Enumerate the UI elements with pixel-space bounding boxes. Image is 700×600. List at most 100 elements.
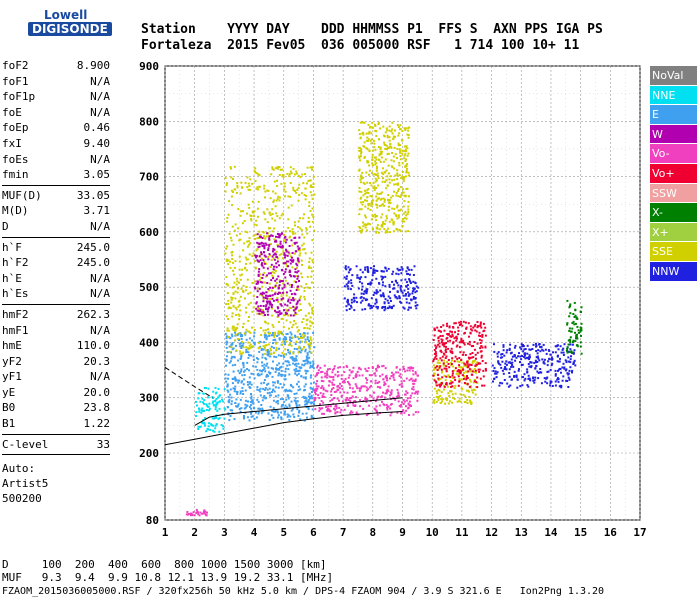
- echo-point: [280, 253, 283, 255]
- echo-point: [280, 269, 283, 272]
- echo-point: [372, 305, 375, 308]
- echo-point: [266, 349, 269, 351]
- echo-point: [383, 141, 386, 144]
- echo-point: [240, 287, 243, 290]
- echo-point: [471, 329, 474, 332]
- echo-point: [249, 291, 252, 294]
- echo-point: [454, 367, 457, 370]
- echo-point: [279, 313, 282, 315]
- echo-point: [405, 171, 408, 174]
- echo-point: [277, 394, 280, 397]
- echo-point: [392, 396, 395, 399]
- echo-point: [226, 329, 229, 332]
- echo-point: [225, 380, 228, 383]
- echo-point: [566, 351, 569, 354]
- echo-point: [390, 146, 393, 149]
- echo-point: [297, 337, 300, 340]
- echo-point: [443, 359, 446, 362]
- echo-point: [358, 168, 361, 171]
- echo-point: [572, 361, 575, 364]
- echo-point: [401, 385, 404, 388]
- param-name: yF2: [2, 354, 22, 368]
- echo-point: [263, 271, 266, 274]
- echo-point: [310, 416, 313, 419]
- echo-point: [396, 206, 399, 209]
- echo-point: [249, 301, 252, 304]
- echo-point: [213, 430, 216, 433]
- echo-point: [386, 408, 389, 411]
- echo-point: [568, 315, 571, 318]
- echo-point: [455, 345, 458, 348]
- echo-point: [299, 337, 302, 339]
- echo-point: [355, 411, 358, 414]
- echo-point: [274, 395, 277, 398]
- echo-point: [508, 375, 511, 378]
- echo-point: [322, 380, 325, 383]
- echo-point: [398, 296, 401, 299]
- echo-point: [378, 228, 381, 231]
- echo-point: [352, 377, 355, 380]
- echo-point: [370, 218, 373, 221]
- echo-point: [254, 167, 257, 170]
- echo-point: [238, 379, 241, 382]
- echo-point: [189, 512, 192, 515]
- echo-point: [240, 368, 243, 371]
- echo-point: [400, 376, 403, 379]
- echo-point: [258, 312, 261, 315]
- echo-point: [433, 353, 436, 355]
- echo-point: [238, 268, 241, 271]
- echo-point: [375, 289, 378, 292]
- echo-point: [298, 297, 301, 300]
- echo-point: [538, 359, 541, 362]
- echo-point: [405, 377, 408, 380]
- echo-point: [375, 219, 378, 222]
- echo-point: [248, 386, 251, 388]
- echo-point: [287, 351, 290, 354]
- echo-point: [192, 511, 195, 514]
- echo-point: [343, 408, 346, 411]
- echo-point: [367, 304, 370, 307]
- echo-point: [346, 365, 349, 368]
- echo-point: [493, 372, 496, 375]
- echo-point: [308, 302, 311, 305]
- echo-point: [357, 276, 360, 279]
- echo-point: [373, 291, 376, 294]
- echo-point: [245, 269, 248, 272]
- echo-cluster: [254, 232, 301, 317]
- echo-point: [289, 383, 292, 386]
- echo-point: [543, 377, 546, 380]
- echo-point: [407, 273, 409, 276]
- echo-point: [258, 287, 261, 290]
- echo-point: [222, 400, 225, 403]
- echo-point: [296, 370, 299, 372]
- echo-point: [248, 337, 251, 340]
- echo-point: [314, 375, 317, 378]
- echo-point: [290, 293, 293, 296]
- echo-point: [500, 366, 503, 369]
- echo-point: [453, 337, 456, 340]
- echo-point: [231, 297, 234, 300]
- echo-point: [272, 253, 275, 256]
- echo-point: [234, 378, 237, 381]
- echo-point: [229, 266, 232, 269]
- echo-point: [283, 338, 286, 341]
- echo-point: [374, 400, 377, 403]
- echo-point: [457, 326, 460, 329]
- echo-point: [454, 384, 457, 387]
- echo-point: [262, 314, 265, 317]
- echo-point: [218, 400, 221, 403]
- echo-point: [275, 278, 278, 281]
- echo-point: [569, 339, 572, 342]
- echo-point: [294, 313, 296, 316]
- echo-point: [214, 399, 217, 402]
- echo-point: [232, 329, 235, 332]
- echo-point: [503, 354, 506, 357]
- echo-point: [215, 402, 218, 405]
- echo-point: [368, 126, 371, 129]
- echo-point: [329, 405, 332, 408]
- echo-point: [233, 355, 236, 358]
- echo-point: [494, 370, 497, 373]
- echo-point: [312, 186, 315, 188]
- echo-point: [349, 288, 352, 291]
- echo-point: [389, 391, 392, 394]
